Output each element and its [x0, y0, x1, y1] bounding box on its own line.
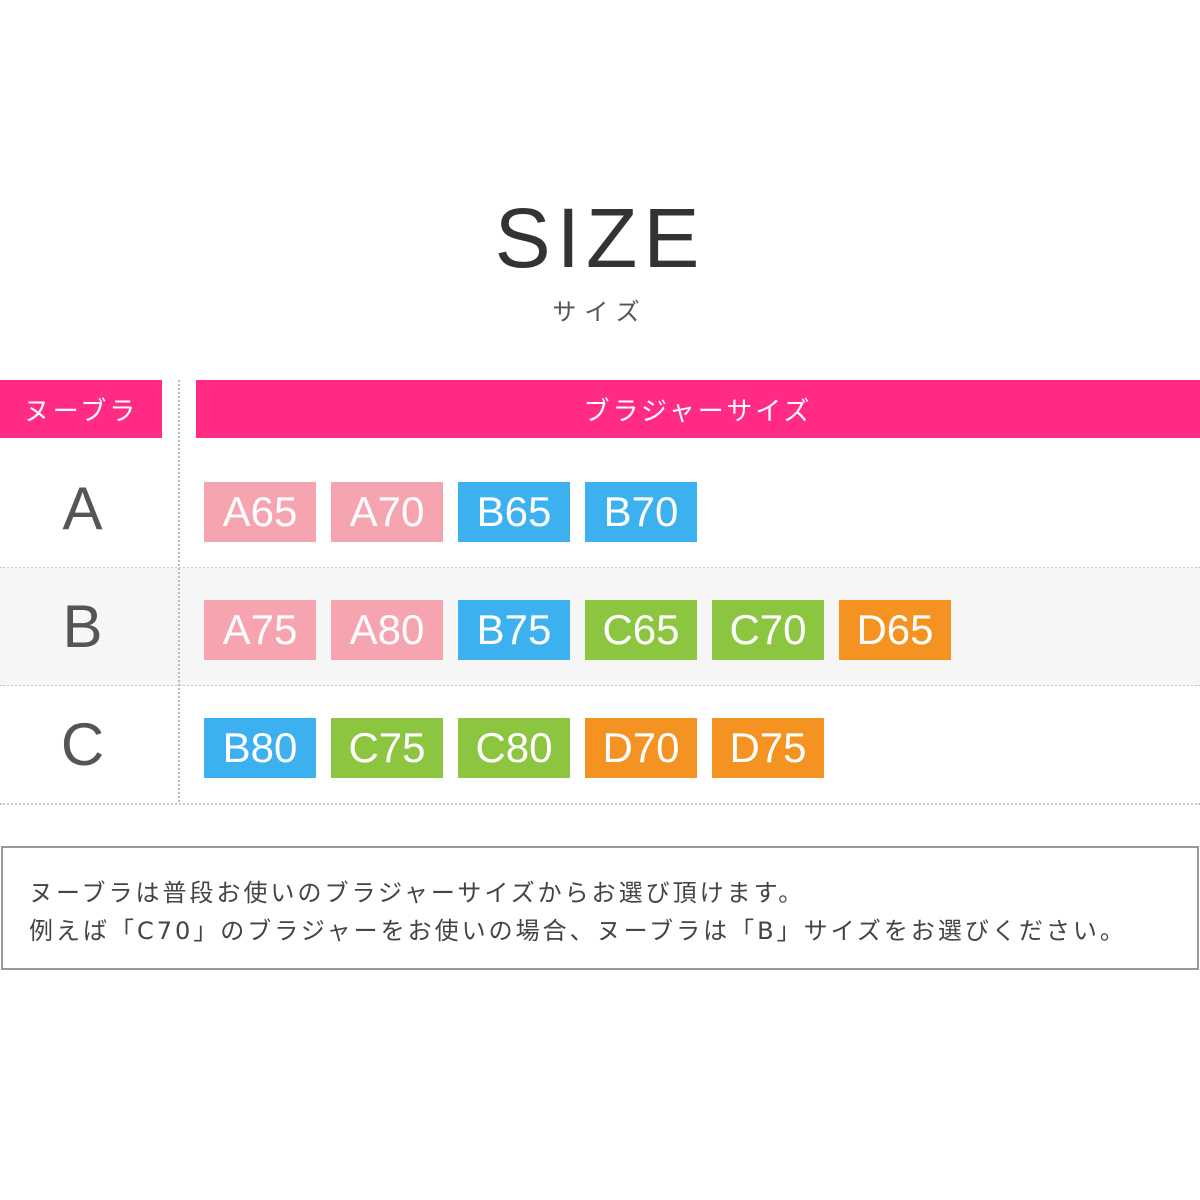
- divider: [178, 380, 180, 802]
- size-chip: C70: [712, 600, 824, 660]
- size-chip: A70: [331, 482, 443, 542]
- size-chip: C65: [585, 600, 697, 660]
- size-chip: B75: [458, 600, 570, 660]
- note-line: 例えば「C70」のブラジャーをお使いの場合、ヌーブラは「B」サイズをお選びくださ…: [29, 917, 1127, 945]
- size-chip: B80: [204, 718, 316, 778]
- size-chip: B65: [458, 482, 570, 542]
- header-cell: ヌーブラ: [0, 380, 162, 438]
- title: SIZE: [494, 191, 706, 285]
- note-line: ヌーブラは普段お使いのブラジャーサイズからお選び頂けます。: [29, 879, 806, 907]
- row-label: B: [62, 593, 103, 660]
- note-box: ヌーブラは普段お使いのブラジャーサイズからお選び頂けます。例えば「C70」のブラ…: [1, 846, 1199, 970]
- header-cell: ブラジャーサイズ: [196, 380, 1200, 438]
- row-label: C: [60, 711, 105, 778]
- size-chip: A75: [204, 600, 316, 660]
- size-chip: C75: [331, 718, 443, 778]
- size-chip: C80: [458, 718, 570, 778]
- subtitle: サイズ: [552, 298, 648, 326]
- size-chip: A80: [331, 600, 443, 660]
- size-chip: D75: [712, 718, 824, 778]
- size-chip: D70: [585, 718, 697, 778]
- size-chip: D65: [839, 600, 951, 660]
- size-chip: B70: [585, 482, 697, 542]
- row-label: A: [62, 475, 103, 542]
- size-chip: A65: [204, 482, 316, 542]
